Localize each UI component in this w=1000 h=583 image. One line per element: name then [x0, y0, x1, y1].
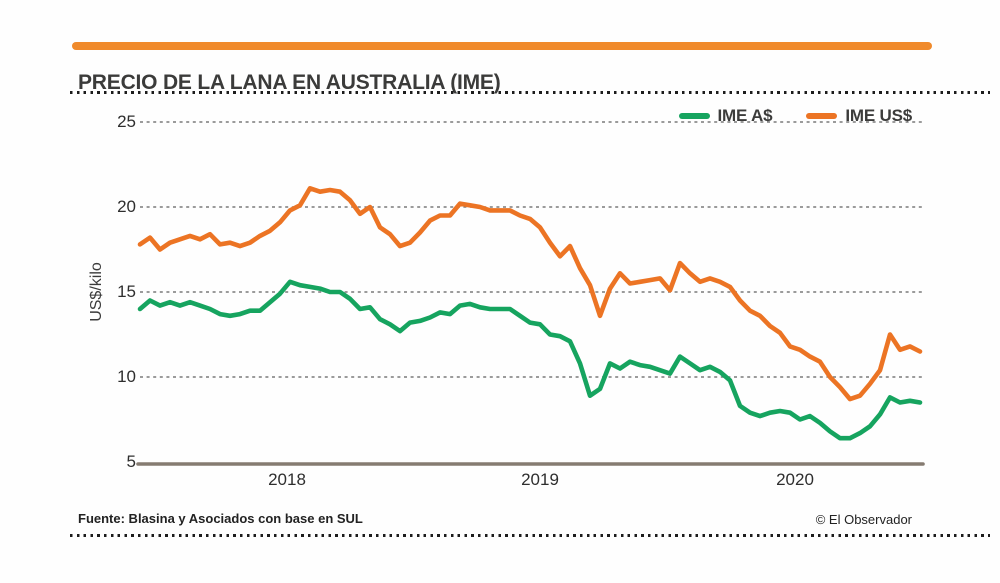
- chart-legend: IME A$ IME US$: [678, 106, 912, 126]
- legend-label-aud: IME A$: [717, 106, 773, 125]
- x-tick-label: 2019: [521, 470, 559, 489]
- x-tick-label: 2018: [268, 470, 306, 489]
- footer-dotted-divider: [70, 534, 990, 537]
- y-tick-label: 15: [117, 282, 136, 301]
- y-tick-label: 20: [117, 197, 136, 216]
- source-note: Fuente: Blasina y Asociados con base en …: [78, 511, 363, 526]
- legend-label-usd: IME US$: [845, 106, 912, 125]
- series-line-ime-us-: [137, 186, 923, 402]
- header-dotted-divider: [70, 91, 990, 94]
- series-line-ime-a-: [137, 279, 923, 441]
- x-tick-label: 2020: [776, 470, 814, 489]
- y-tick-label: 25: [117, 112, 136, 131]
- legend-item-aud: IME A$: [678, 106, 773, 126]
- y-tick-label: 5: [126, 452, 136, 471]
- y-axis-title: US$/kilo: [88, 262, 105, 322]
- legend-item-usd: IME US$: [806, 106, 912, 126]
- legend-swatch-aud: [678, 113, 710, 119]
- top-accent-bar: [72, 42, 932, 50]
- y-tick-label: 10: [117, 367, 136, 386]
- credit-note: © El Observador: [815, 512, 912, 527]
- page-title: PRECIO DE LA LANA EN AUSTRALIA (IME): [78, 71, 501, 95]
- legend-swatch-usd: [806, 113, 838, 119]
